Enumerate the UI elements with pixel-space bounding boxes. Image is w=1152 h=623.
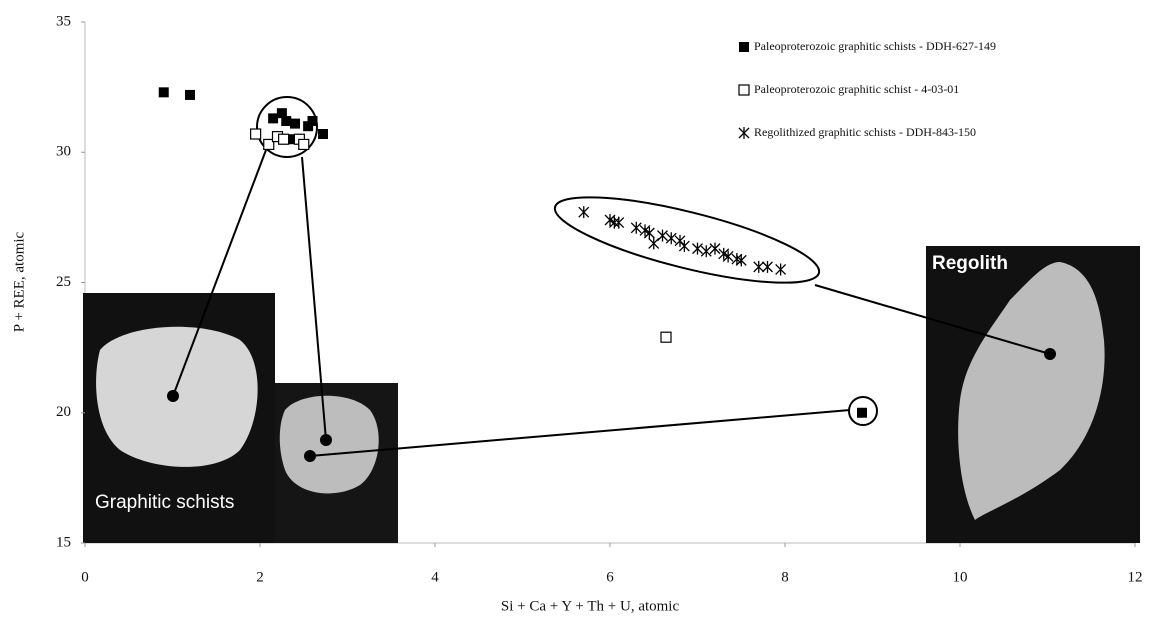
point [665, 232, 677, 245]
point [692, 242, 703, 255]
point [298, 138, 310, 151]
point [762, 260, 773, 273]
point [753, 260, 765, 273]
point [660, 331, 672, 343]
point [268, 113, 279, 124]
point [263, 138, 275, 151]
y-tick-label: 15 [56, 534, 71, 550]
legend-marker [739, 42, 749, 52]
annotation: Regolith [932, 253, 1008, 274]
point [735, 254, 747, 267]
legend-marker [738, 84, 750, 96]
point [857, 407, 867, 418]
point [657, 229, 668, 242]
point [643, 227, 655, 240]
x-tick-label: 2 [256, 569, 264, 585]
point [731, 253, 743, 266]
y-tick-label: 35 [56, 13, 71, 29]
x-tick-label: 8 [781, 569, 789, 585]
x-tick-label: 0 [81, 569, 89, 585]
legend-marker [738, 127, 750, 139]
point [285, 134, 296, 145]
y-axis-label: P + REE, atomic [11, 231, 27, 332]
point [303, 121, 314, 132]
y-tick-label: 30 [56, 144, 71, 160]
y-tick-label: 20 [56, 404, 71, 420]
point [278, 133, 290, 145]
point [648, 237, 660, 250]
point [700, 245, 712, 258]
plot: 15 20 25 30 35 0 2 4 6 8 10 12 Paleoproterozoic grap… [56, 13, 1143, 585]
annotation: Graphitic schists [95, 492, 234, 513]
point [678, 240, 690, 253]
point [290, 118, 300, 129]
legend-label: Paleoproterozoic graphitic schists - DDH… [754, 39, 996, 53]
inset-regolith: Regolith [926, 246, 1140, 543]
point [158, 87, 169, 98]
point [318, 129, 328, 140]
point [709, 242, 721, 255]
point [185, 89, 195, 100]
y-tick-label: 25 [56, 274, 71, 290]
point [307, 115, 318, 126]
x-tick-label: 6 [606, 569, 614, 585]
legend-label: Regolithized graphitic schists - DDH-843… [754, 125, 976, 139]
x-tick-label: 12 [1128, 569, 1143, 585]
point [630, 221, 642, 234]
x-tick-label: 4 [431, 569, 439, 585]
point [250, 128, 262, 140]
point [578, 206, 590, 219]
callouts [172, 96, 1051, 457]
point [775, 263, 787, 276]
point [722, 250, 734, 263]
point [276, 108, 287, 119]
legend-label: Paleoproterozoic graphitic schist - 4-03… [754, 82, 959, 96]
inset-graphitic: Graphitic schists [83, 293, 398, 543]
x-tick-label: 10 [953, 569, 968, 585]
point [613, 216, 625, 229]
x-axis-label: Si + Ca + Y + Th + U, atomic [501, 598, 680, 614]
point [281, 115, 292, 126]
